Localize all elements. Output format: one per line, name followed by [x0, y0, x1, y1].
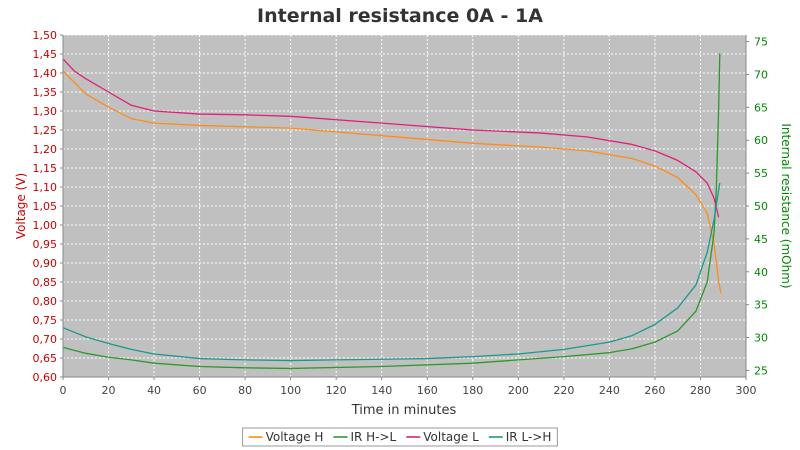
y-left-tick-label: 0,60: [33, 371, 58, 384]
y-right-tick-label: 55: [754, 167, 768, 180]
legend-entry: IR H->L: [350, 430, 396, 444]
y-right-tick-label: 45: [754, 233, 768, 246]
y-left-tick-label: 0,70: [33, 333, 58, 346]
x-tick-label: 140: [371, 384, 392, 397]
y-left-tick-label: 0,75: [33, 314, 58, 327]
y-right-tick-label: 40: [754, 266, 768, 279]
y-right-tick-label: 70: [754, 68, 768, 81]
x-tick-label: 40: [147, 384, 161, 397]
y-left-tick-label: 1,10: [33, 181, 58, 194]
y-left-tick-label: 0,90: [33, 257, 58, 270]
series-line-voltage-h: [62, 70, 722, 294]
y-left-tick-label: 1,45: [33, 48, 58, 61]
x-tick-label: 240: [599, 384, 620, 397]
y-right-tick-label: 65: [754, 101, 768, 114]
y-left-ticks: 0,60 0,65 0,70 0,75 0,80 0,85 0,90 0,95 1,00 1,05…: [33, 29, 63, 384]
x-tick-label: 80: [238, 384, 252, 397]
chart-title: Internal resistance 0A - 1A: [257, 5, 543, 27]
y-right-ticks: 25 30 35 40 45 50 55 60 65 70 75: [746, 36, 768, 377]
x-tick-label: 60: [193, 384, 207, 397]
x-axis-title: Time in minutes: [351, 403, 457, 418]
y-left-tick-label: 1,30: [33, 105, 58, 118]
y-left-tick-label: 1,15: [33, 162, 58, 175]
series-layer: [62, 53, 722, 370]
y-right-tick-label: 25: [754, 364, 768, 377]
y-left-tick-label: 0,95: [33, 238, 58, 251]
y-left-tick-label: 1,40: [33, 67, 58, 80]
y-left-tick-label: 1,35: [33, 86, 58, 99]
y-left-tick-label: 1,00: [33, 219, 58, 232]
x-ticks: 0 20 40 60 80 100 120 140 160 180 200 220 240 260 280 3…: [60, 377, 757, 397]
y-right-tick-label: 50: [754, 200, 768, 213]
y-right-tick-label: 35: [754, 299, 768, 312]
y-right-tick-label: 75: [754, 36, 768, 49]
y-left-axis-title: Voltage (V): [14, 173, 28, 239]
x-tick-label: 300: [736, 384, 757, 397]
y-left-tick-label: 0,80: [33, 295, 58, 308]
x-tick-label: 280: [690, 384, 711, 397]
x-tick-label: 260: [644, 384, 665, 397]
legend-entry: IR L->H: [506, 430, 552, 444]
x-tick-label: 0: [60, 384, 67, 397]
x-tick-label: 180: [462, 384, 483, 397]
series-line-voltage-l: [62, 58, 720, 218]
y-left-tick-label: 1,20: [33, 143, 58, 156]
x-tick-label: 120: [326, 384, 347, 397]
y-right-axis-title: Internal resistance (mOhm): [779, 123, 793, 288]
y-left-tick-label: 1,25: [33, 124, 58, 137]
legend-entry: Voltage L: [423, 430, 479, 444]
series-line-ir-l-h: [62, 182, 721, 362]
x-tick-label: 100: [280, 384, 301, 397]
y-left-tick-label: 1,50: [33, 29, 58, 42]
legend: Voltage H IR H->L Voltage L IR L->H: [242, 427, 558, 447]
x-tick-label: 220: [553, 384, 574, 397]
x-tick-label: 200: [508, 384, 529, 397]
series-line-ir-h-l: [62, 53, 721, 370]
legend-box: [242, 427, 558, 447]
y-left-tick-label: 0,85: [33, 276, 58, 289]
y-right-tick-label: 60: [754, 134, 768, 147]
x-tick-label: 160: [417, 384, 438, 397]
y-left-tick-label: 0,65: [33, 352, 58, 365]
y-right-tick-label: 30: [754, 332, 768, 345]
x-tick-label: 20: [102, 384, 116, 397]
legend-entry: Voltage H: [266, 430, 324, 444]
y-left-tick-label: 1,05: [33, 200, 58, 213]
